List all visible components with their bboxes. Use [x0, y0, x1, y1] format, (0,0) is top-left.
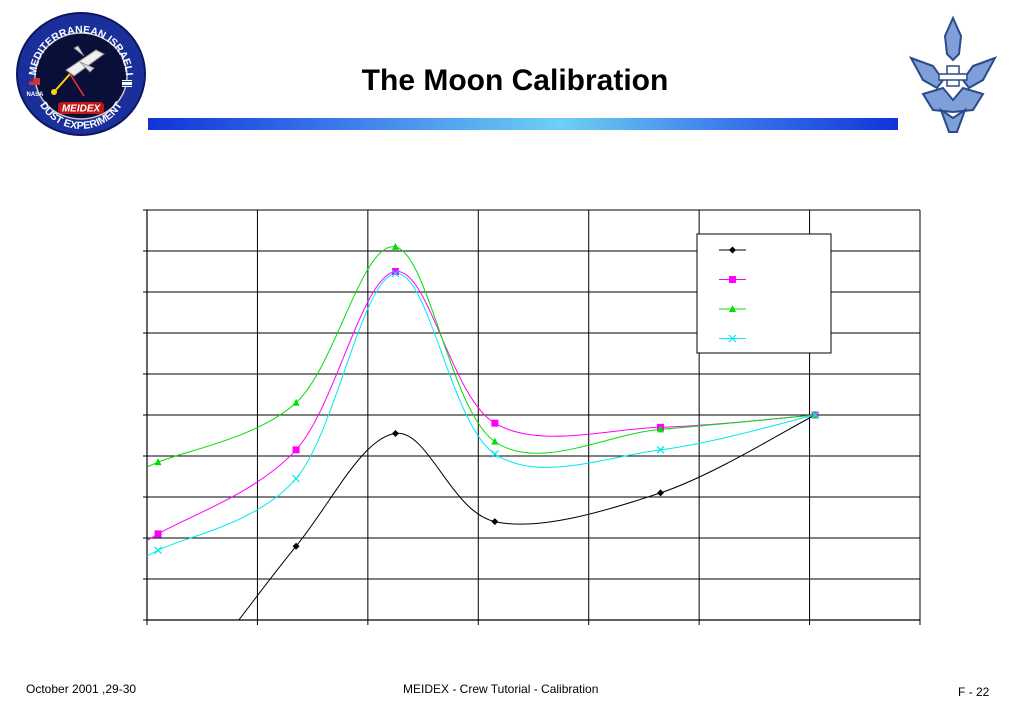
- legend-swatch-marker-3: [729, 305, 736, 312]
- chart-legend: [696, 233, 832, 354]
- data-point-series-4: [154, 546, 162, 555]
- legend-swatch-marker-2: [729, 276, 736, 283]
- emblem-logo: [903, 14, 1003, 138]
- light-beam-icon: [51, 73, 85, 97]
- data-point-series-3: [491, 437, 499, 445]
- data-point-series-4: [656, 445, 665, 454]
- us-flag-icon: [29, 78, 40, 85]
- israel-flag-icon: [122, 80, 132, 87]
- data-point-series-3: [154, 458, 162, 466]
- plot-frame: [143, 209, 921, 625]
- data-point-series-4: [490, 450, 499, 458]
- data-point-series-4: [811, 411, 820, 419]
- data-point-series-2: [154, 530, 162, 538]
- footer-title: MEIDEX - Crew Tutorial - Calibration: [403, 682, 599, 696]
- data-point-series-4: [292, 474, 301, 483]
- data-point-series-1: [491, 518, 499, 526]
- meidex-mission-logo: MEDITERRANEAN ISRAELI DUST EXPERIMENT NA…: [14, 10, 148, 138]
- data-point-series-3: [391, 242, 399, 250]
- data-point-series-2: [491, 419, 499, 427]
- legend-box: [696, 233, 832, 354]
- data-point-series-1: [292, 542, 300, 550]
- data-point-series-2: [391, 268, 399, 275]
- logo-center-text: MEIDEX: [62, 104, 102, 115]
- shuttle-icon: [65, 45, 105, 77]
- legend-swatch-marker-4: [728, 334, 737, 343]
- series-markers: [154, 242, 820, 555]
- data-point-series-1: [656, 489, 664, 497]
- footer-date: October 2001 ,29-30: [26, 682, 137, 696]
- data-point-series-1: [391, 429, 399, 437]
- data-point-series-2: [292, 446, 300, 454]
- logo-small-text: NASA: [26, 92, 44, 98]
- data-point-series-4: [391, 269, 400, 278]
- title-underline-bar: [148, 118, 898, 130]
- series-line-1: [238, 414, 816, 620]
- data-point-series-3: [292, 398, 300, 406]
- data-point-series-3: [656, 425, 664, 433]
- slide-title: The Moon Calibration: [361, 64, 669, 97]
- footer-page-number: F - 22: [958, 685, 990, 699]
- legend-swatch-marker-1: [729, 246, 736, 254]
